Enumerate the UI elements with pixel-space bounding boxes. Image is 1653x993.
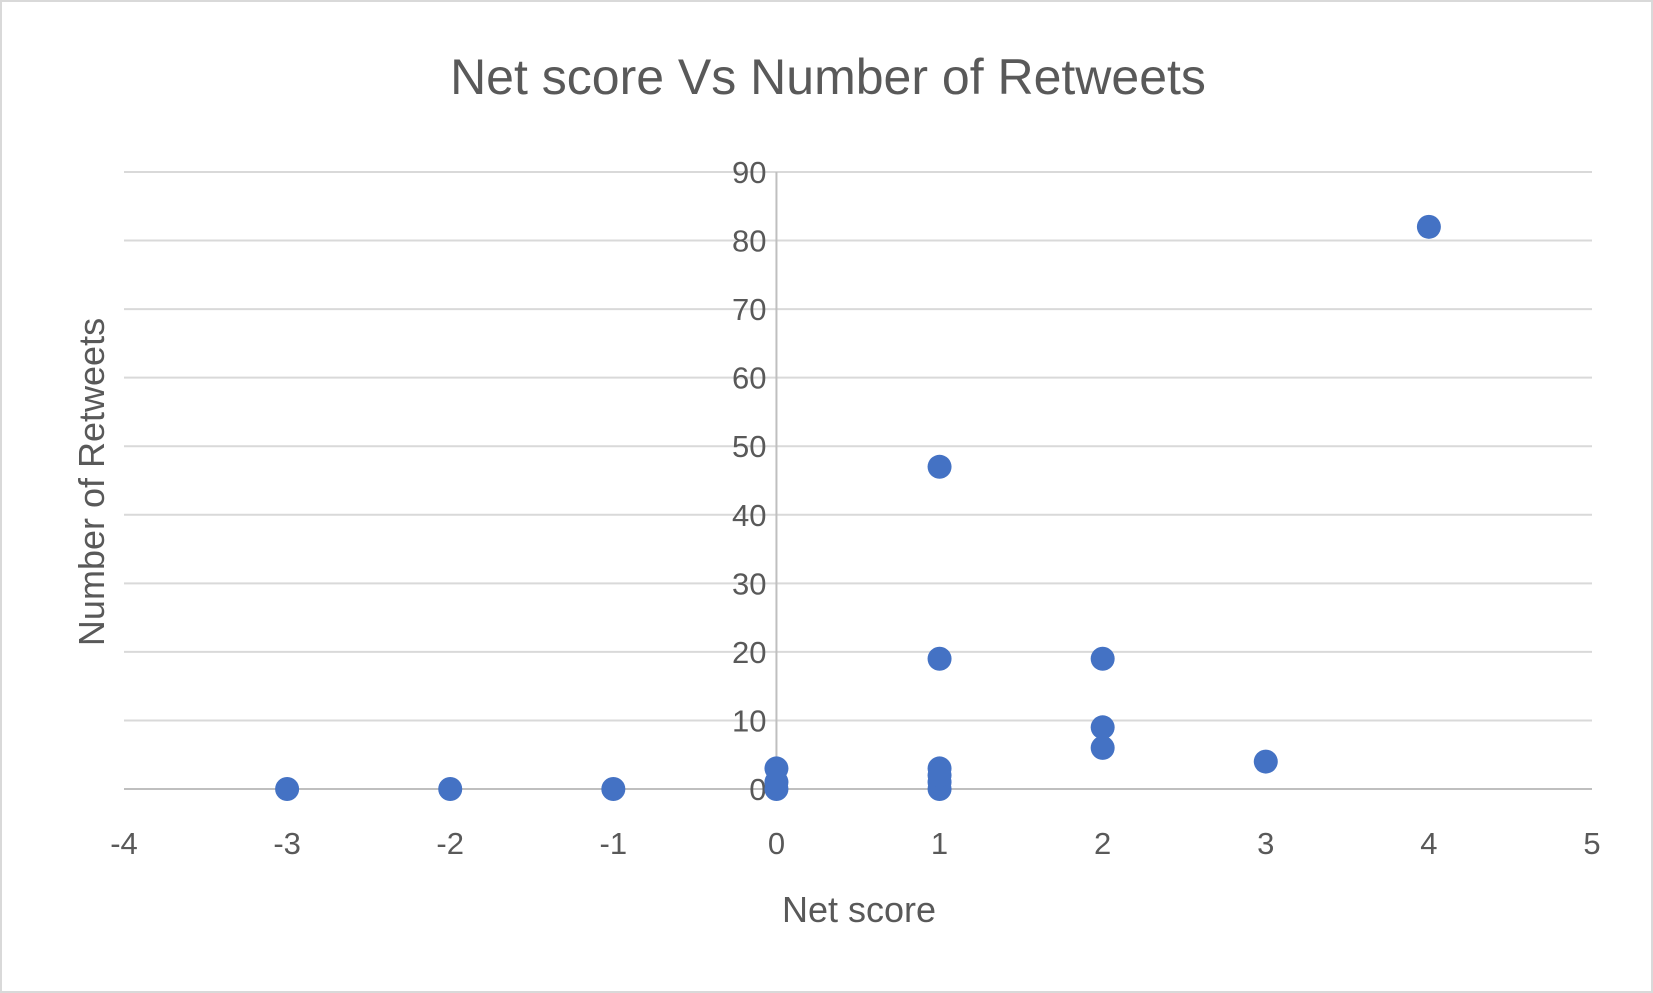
- x-tick-labels: -4 -3 -2 -1 0 1 2 3 4 5: [110, 826, 1600, 861]
- y-tick-label-0: 0: [749, 772, 766, 807]
- y-tick-label-1: 10: [732, 703, 766, 738]
- x-tick-label-0: -4: [110, 826, 138, 861]
- y-tick-label-6: 60: [732, 361, 766, 396]
- x-axis-title: Net score: [782, 889, 936, 930]
- y-tick-label-3: 30: [732, 566, 766, 601]
- y-tick-labels: 0 10 20 30 40 50 60 70 80 90: [732, 155, 766, 807]
- y-tick-label-4: 40: [732, 498, 766, 533]
- x-tick-label-5: 1: [931, 826, 948, 861]
- y-tick-label-8: 80: [732, 224, 766, 259]
- x-tick-label-4: 0: [768, 826, 785, 861]
- chart-title: Net score Vs Number of Retweets: [450, 49, 1206, 105]
- data-point-0-15: [1253, 749, 1278, 774]
- data-point-0-14: [1090, 646, 1115, 671]
- y-tick-label-2: 20: [732, 635, 766, 670]
- data-point-0-9: [927, 756, 952, 781]
- data-points: [275, 214, 1441, 801]
- data-point-0-16: [1416, 214, 1441, 239]
- x-tick-label-1: -3: [273, 826, 301, 861]
- x-tick-label-8: 4: [1420, 826, 1437, 861]
- x-tick-label-7: 3: [1257, 826, 1274, 861]
- x-tick-label-2: -2: [436, 826, 464, 861]
- y-tick-label-9: 90: [732, 155, 766, 190]
- x-tick-label-3: -1: [600, 826, 628, 861]
- y-tick-label-7: 70: [732, 292, 766, 327]
- data-point-0-13: [1090, 715, 1115, 740]
- data-point-0-10: [927, 646, 952, 671]
- y-axis-title: Number of Retweets: [71, 318, 112, 646]
- data-point-0-2: [601, 777, 626, 801]
- data-point-0-5: [764, 756, 789, 781]
- axes: [124, 172, 1592, 790]
- data-point-0-11: [927, 454, 952, 479]
- x-tick-label-9: 5: [1583, 826, 1600, 861]
- data-point-0-0: [275, 777, 300, 801]
- gridlines: [124, 171, 1592, 722]
- x-tick-label-6: 2: [1094, 826, 1111, 861]
- data-point-0-12: [1090, 735, 1115, 760]
- data-point-0-1: [438, 777, 463, 801]
- y-tick-label-5: 50: [732, 429, 766, 464]
